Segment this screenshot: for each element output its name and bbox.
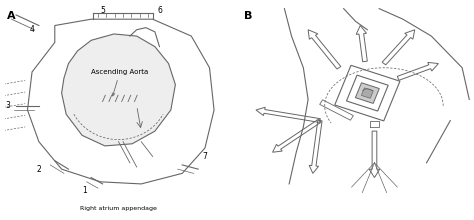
Polygon shape	[356, 83, 379, 103]
Text: 1: 1	[82, 186, 87, 195]
Text: 5: 5	[100, 6, 105, 15]
Text: 2: 2	[36, 165, 41, 174]
Text: B: B	[244, 11, 253, 21]
Text: A: A	[7, 11, 16, 21]
Text: 6: 6	[157, 6, 162, 15]
Text: Right atrium appendage: Right atrium appendage	[80, 206, 157, 211]
Text: Ascending Aorta: Ascending Aorta	[91, 69, 148, 96]
Polygon shape	[62, 34, 175, 146]
Text: 3: 3	[6, 101, 10, 110]
Text: 4: 4	[29, 25, 35, 34]
Text: 7: 7	[202, 152, 208, 161]
Polygon shape	[361, 88, 374, 98]
